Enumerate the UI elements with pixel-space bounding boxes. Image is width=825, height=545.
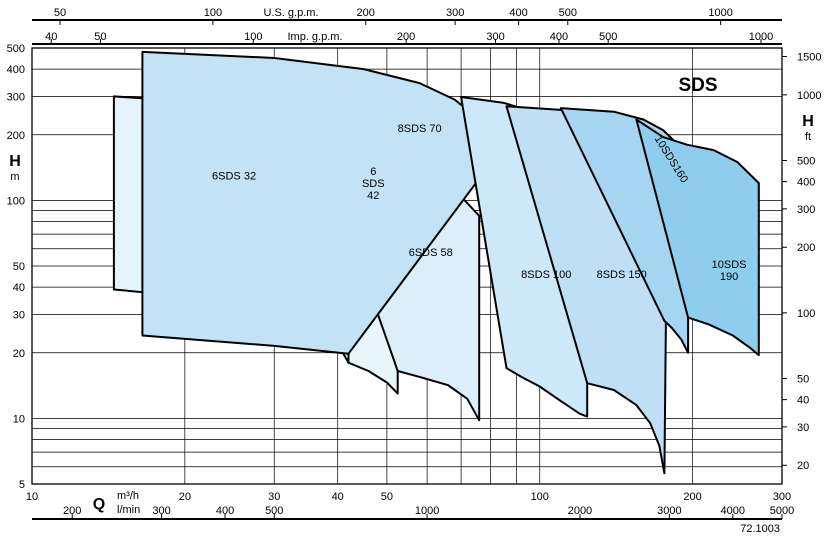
series-label: 6SDS 58 xyxy=(409,247,453,259)
x-tick-label-lmin: 400 xyxy=(216,505,234,517)
x-tick-label-m3h: 40 xyxy=(332,491,344,503)
curve-10sds-190 xyxy=(635,118,760,357)
x-tick-label-usgpm: 100 xyxy=(204,7,222,19)
y-tick-label-ft: 1500 xyxy=(797,51,821,63)
x-tick-label-m3h: 50 xyxy=(381,491,393,503)
x-tick-label-impgpm: 400 xyxy=(550,31,568,43)
x-axis-label: Q xyxy=(93,496,105,513)
x-tick-label-usgpm: 200 xyxy=(357,7,375,19)
series-label: 8SDS 150 xyxy=(597,269,647,281)
x-tick-label-m3h: 20 xyxy=(179,491,191,503)
x-tick-label-lmin: 500 xyxy=(265,505,283,517)
x-tick-label-impgpm: 200 xyxy=(397,31,415,43)
y-tick-label-ft: 400 xyxy=(797,177,815,189)
x-tick-label-lmin: 200 xyxy=(63,505,81,517)
tick-labels: 5102030405010020030040050020304050100200… xyxy=(7,7,821,519)
x-tick-label-m3h: 10 xyxy=(26,491,38,503)
y-axis-label-left: H xyxy=(9,153,21,170)
series-label: 10SDS xyxy=(712,259,747,271)
y-tick-label-m: 300 xyxy=(7,91,25,103)
y-tick-label-m: 50 xyxy=(13,261,25,273)
y-tick-label-m: 200 xyxy=(7,130,25,142)
y-tick-label-ft: 200 xyxy=(797,242,815,254)
y-tick-label-m: 10 xyxy=(13,413,25,425)
y-tick-label-ft: 20 xyxy=(797,460,809,472)
x-tick-label-impgpm: 100 xyxy=(244,31,262,43)
x-tick-label-usgpm: 300 xyxy=(446,7,464,19)
x-tick-label-usgpm: 1000 xyxy=(708,7,732,19)
y-tick-label-m: 20 xyxy=(13,348,25,360)
y-axis-label-right: H xyxy=(802,113,814,130)
x-tick-label-m3h: 300 xyxy=(773,491,791,503)
x-axis-unit-lmin: l/min xyxy=(117,504,140,516)
y-tick-label-m: 100 xyxy=(7,195,25,207)
x-tick-label-lmin: 2000 xyxy=(568,505,592,517)
x-tick-label-usgpm: 500 xyxy=(559,7,577,19)
x-tick-label-m3h: 200 xyxy=(683,491,701,503)
x-tick-label-usgpm: 50 xyxy=(54,7,66,19)
top-axis-impgpm-label: Imp. g.p.m. xyxy=(287,31,342,43)
x-tick-label-m3h: 100 xyxy=(531,491,549,503)
y-tick-label-ft: 500 xyxy=(797,155,815,167)
y-tick-label-ft: 100 xyxy=(797,308,815,320)
x-tick-label-m3h: 30 xyxy=(268,491,280,503)
y-tick-label-ft: 50 xyxy=(797,373,809,385)
chart-title: SDS xyxy=(678,75,717,96)
y-tick-label-m: 40 xyxy=(13,282,25,294)
y-tick-label-m: 30 xyxy=(13,309,25,321)
x-tick-label-lmin: 3000 xyxy=(657,505,681,517)
x-tick-label-impgpm: 300 xyxy=(486,31,504,43)
y-axis-unit-right: ft xyxy=(805,131,811,143)
y-tick-label-m: 400 xyxy=(7,64,25,76)
x-tick-label-lmin: 1000 xyxy=(415,505,439,517)
x-tick-label-impgpm: 1000 xyxy=(749,31,773,43)
y-tick-label-m: 5 xyxy=(19,479,25,491)
x-tick-label-impgpm: 40 xyxy=(45,31,57,43)
series-label: 6 xyxy=(370,166,376,178)
series-label: 8SDS 70 xyxy=(398,123,442,135)
x-tick-label-lmin: 300 xyxy=(152,505,170,517)
top-axis-usgpm-label: U.S. g.p.m. xyxy=(263,7,318,19)
footnote: 72.1003 xyxy=(740,523,780,535)
x-axis-unit-m3h: m³/h xyxy=(117,490,139,502)
x-tick-label-lmin: 5000 xyxy=(770,505,794,517)
y-tick-label-ft: 30 xyxy=(797,422,809,434)
x-tick-label-lmin: 4000 xyxy=(721,505,745,517)
series-label: SDS xyxy=(362,178,385,190)
series-label: 8SDS 100 xyxy=(521,269,571,281)
y-tick-label-m: 500 xyxy=(7,43,25,55)
x-tick-label-impgpm: 50 xyxy=(94,31,106,43)
y-tick-label-ft: 300 xyxy=(797,204,815,216)
series-label: 6SDS 32 xyxy=(212,171,256,183)
series-label: 190 xyxy=(720,271,738,283)
x-tick-label-impgpm: 500 xyxy=(599,31,617,43)
frame xyxy=(31,19,783,520)
y-axis-unit-left: m xyxy=(10,171,19,183)
series-label: 42 xyxy=(367,190,379,202)
plot-frame xyxy=(31,47,783,485)
y-tick-label-ft: 40 xyxy=(797,395,809,407)
y-tick-label-ft: 1000 xyxy=(797,90,821,102)
x-tick-label-usgpm: 400 xyxy=(509,7,527,19)
